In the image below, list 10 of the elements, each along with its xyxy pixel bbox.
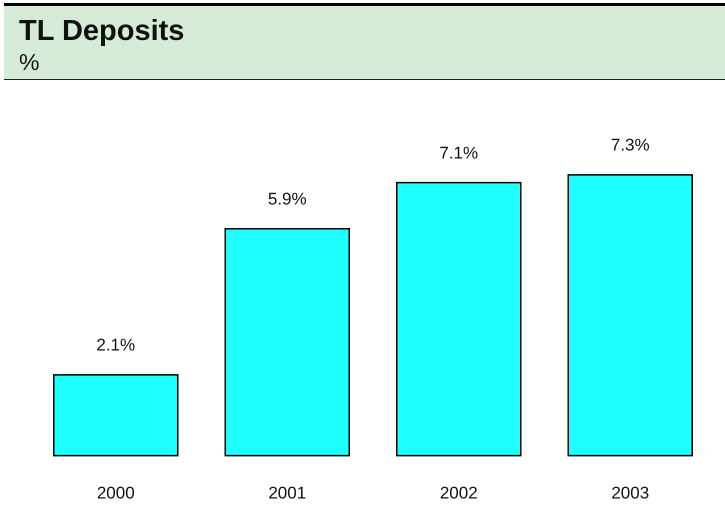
x-tick-label: 2001: [268, 483, 306, 502]
x-tick-label: 2002: [440, 483, 478, 502]
x-tick-label: 2003: [611, 483, 650, 502]
x-tick-label: 2000: [96, 483, 135, 502]
chart-subtitle: %: [19, 49, 40, 75]
data-label: 7.1%: [439, 143, 478, 162]
data-label: 5.9%: [268, 189, 307, 208]
data-label: 7.3%: [610, 136, 650, 155]
chart-title: TL Deposits: [19, 15, 184, 47]
data-label: 2.1%: [96, 336, 136, 355]
